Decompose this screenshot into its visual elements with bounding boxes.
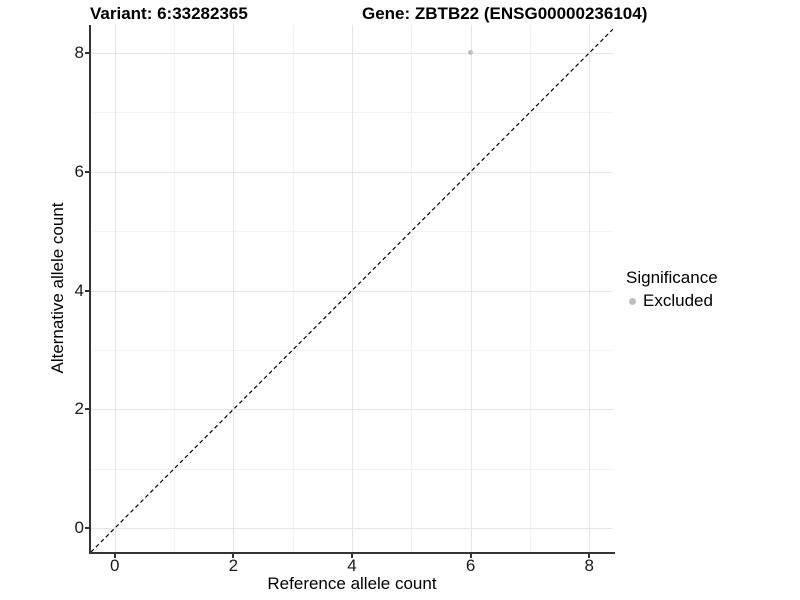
x-tick-mark — [232, 554, 235, 558]
x-tick-label: 6 — [465, 556, 476, 575]
y-major-gridline — [91, 52, 613, 54]
x-minor-gridline — [292, 25, 294, 552]
x-tick-mark — [588, 554, 591, 558]
x-tick-mark — [351, 554, 353, 558]
x-tick-label: 2 — [228, 556, 239, 575]
x-major-gridline — [114, 25, 116, 552]
y-axis-line — [89, 25, 91, 554]
y-tick-mark — [85, 408, 89, 411]
x-major-gridline — [589, 25, 591, 552]
gridlines — [91, 25, 613, 552]
y-tick-label: 8 — [74, 42, 84, 62]
legend: Significance Excluded — [626, 268, 718, 311]
legend-item-excluded: Excluded — [626, 291, 718, 311]
x-major-gridline — [470, 25, 472, 552]
data-point — [468, 50, 474, 56]
y-major-gridline — [91, 528, 613, 530]
y-tick-label: 4 — [74, 280, 84, 300]
y-tick-label: 6 — [74, 161, 84, 181]
y-major-gridline — [91, 290, 613, 292]
x-tick-mark — [469, 554, 472, 558]
legend-title: Significance — [626, 268, 718, 287]
x-tick-label: 0 — [109, 556, 120, 575]
x-tick-mark — [113, 554, 116, 558]
x-minor-gridline — [529, 25, 531, 552]
y-tick-mark — [85, 170, 89, 173]
y-major-gridline — [91, 409, 613, 411]
plot-title-gene: Gene: ZBTB22 (ENSG00000236104) — [362, 4, 648, 23]
x-major-gridline — [352, 25, 353, 552]
reference-line-layer — [91, 28, 613, 552]
x-minor-gridline — [411, 25, 413, 552]
x-axis-title: Reference allele count — [267, 574, 437, 593]
x-tick-label: 4 — [347, 556, 357, 575]
y-tick-label: 0 — [74, 518, 84, 538]
y-tick-mark — [85, 51, 89, 54]
y-major-gridline — [91, 171, 613, 173]
plot-title-variant: Variant: 6:33282365 — [90, 4, 248, 23]
y-tick-mark — [85, 289, 89, 292]
y-tick-label: 2 — [74, 399, 84, 419]
legend-point-icon — [629, 297, 636, 305]
x-major-gridline — [233, 25, 235, 552]
x-minor-gridline — [174, 25, 176, 552]
identity-dashed-line — [91, 28, 613, 552]
legend-item-label: Excluded — [643, 291, 713, 310]
plot-panel — [91, 25, 613, 552]
x-axis-line — [89, 552, 615, 554]
x-tick-label: 8 — [584, 556, 594, 575]
y-tick-mark — [85, 527, 89, 530]
